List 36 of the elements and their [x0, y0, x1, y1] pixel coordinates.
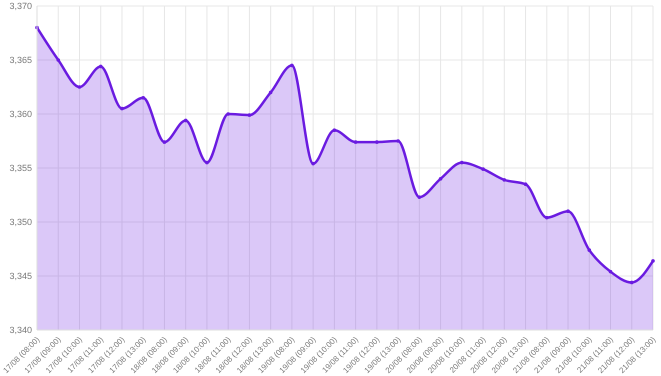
y-tick-label: 3,345 [9, 271, 32, 282]
point [120, 106, 124, 110]
point [375, 140, 379, 144]
y-tick-label: 3,355 [9, 163, 32, 174]
y-tick-label: 3,340 [9, 325, 32, 336]
point [481, 167, 485, 171]
point [460, 160, 464, 164]
point [98, 64, 103, 68]
point [248, 113, 252, 117]
point [78, 85, 82, 89]
point [524, 182, 528, 186]
point [396, 139, 400, 143]
point [651, 259, 655, 263]
point [354, 140, 358, 144]
point [332, 128, 336, 132]
point [608, 270, 612, 274]
point [438, 177, 442, 181]
point [205, 160, 209, 164]
point [184, 118, 188, 122]
point [587, 248, 592, 252]
y-tick-label: 3,365 [9, 55, 32, 66]
y-tick-label: 3,350 [9, 217, 32, 228]
point [141, 96, 146, 100]
point [311, 162, 315, 166]
point [56, 58, 60, 62]
point [268, 90, 272, 94]
point [544, 216, 549, 220]
point [566, 209, 570, 213]
point [418, 195, 422, 199]
point [226, 112, 230, 116]
point [290, 64, 294, 68]
point [630, 280, 634, 284]
y-tick-label: 3,370 [9, 1, 32, 12]
point [162, 140, 166, 144]
point [502, 178, 506, 182]
y-tick-label: 3,360 [9, 109, 32, 120]
